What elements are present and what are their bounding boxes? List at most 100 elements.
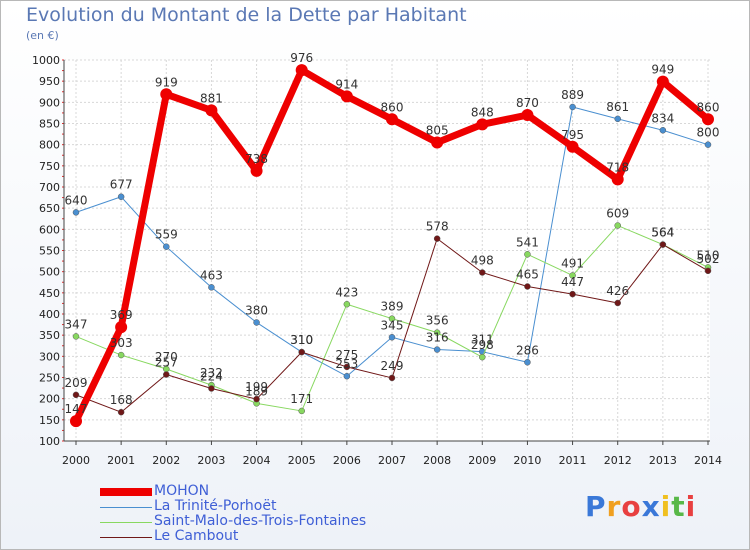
logo-letter: t [671, 490, 686, 523]
y-tick-label: 750 [39, 160, 60, 173]
data-label-la-trinit-porho-t: 640 [65, 193, 88, 207]
data-point-mohon [115, 321, 128, 334]
data-point-saint-malo-des-trois-fontaines [433, 329, 441, 336]
legend-item: Saint-Malo-des-Trois-Fontaines [100, 514, 440, 529]
data-label-la-trinit-porho-t: 286 [516, 343, 539, 357]
y-tick-label: 950 [39, 75, 60, 88]
legend-label: La Trinité-Porhoët [154, 498, 277, 514]
x-tick-label: 2014 [694, 454, 722, 467]
data-point-la-trinit-porho-t [704, 141, 712, 148]
x-tick-label: 2011 [559, 454, 587, 467]
data-label-mohon: 976 [290, 51, 313, 65]
data-label-la-trinit-porho-t: 889 [561, 88, 584, 102]
data-label-le-cambout: 578 [426, 220, 449, 234]
data-label-la-trinit-porho-t: 559 [155, 228, 178, 242]
data-point-saint-malo-des-trois-fontaines [72, 333, 80, 340]
y-tick-label: 200 [39, 393, 60, 406]
data-point-mohon [702, 113, 714, 126]
data-label-saint-malo-des-trois-fontaines: 510 [697, 248, 720, 262]
logo-letter: x [641, 490, 661, 523]
data-label-la-trinit-porho-t: 800 [697, 126, 720, 140]
data-point-mohon [521, 109, 534, 122]
data-point-mohon [431, 136, 444, 149]
data-label-saint-malo-des-trois-fontaines: 189 [245, 384, 268, 398]
y-tick-label: 150 [39, 414, 60, 427]
data-point-mohon [566, 140, 579, 153]
data-point-mohon [340, 90, 353, 103]
data-label-saint-malo-des-trois-fontaines: 298 [471, 338, 494, 352]
logo-letter: i [685, 490, 697, 523]
data-point-saint-malo-des-trois-fontaines [343, 301, 351, 308]
data-label-saint-malo-des-trois-fontaines: 356 [426, 314, 449, 328]
data-point-le-cambout [298, 348, 305, 356]
data-label-la-trinit-porho-t: 380 [245, 303, 268, 317]
data-point-saint-malo-des-trois-fontaines [298, 407, 305, 415]
logo-letter: o [621, 490, 642, 523]
data-point-le-cambout [163, 371, 170, 378]
legend-swatch [100, 507, 152, 508]
data-label-saint-malo-des-trois-fontaines: 171 [290, 392, 313, 406]
data-point-le-cambout [433, 235, 441, 242]
x-tick-label: 2010 [513, 454, 541, 467]
data-point-le-cambout [343, 363, 351, 371]
data-label-mohon: 147 [65, 402, 88, 416]
data-label-saint-malo-des-trois-fontaines: 232 [200, 366, 223, 380]
y-tick-label: 800 [39, 139, 60, 152]
data-label-la-trinit-porho-t: 861 [606, 100, 629, 114]
data-point-la-trinit-porho-t [163, 243, 170, 250]
data-label-mohon: 870 [516, 96, 539, 110]
data-label-saint-malo-des-trois-fontaines: 609 [606, 207, 629, 221]
data-label-saint-malo-des-trois-fontaines: 303 [110, 336, 133, 350]
data-label-le-cambout: 564 [651, 226, 674, 240]
legend: MOHON La Trinité-Porhoët Saint-Malo-des-Tr… [100, 484, 440, 544]
data-point-la-trinit-porho-t [433, 346, 441, 353]
data-point-saint-malo-des-trois-fontaines [614, 222, 621, 229]
legend-item: La Trinité-Porhoët [100, 499, 440, 514]
data-label-la-trinit-porho-t: 311 [471, 333, 494, 347]
data-point-mohon [160, 88, 173, 101]
data-label-saint-malo-des-trois-fontaines: 347 [65, 317, 88, 331]
data-label-le-cambout: 249 [381, 359, 404, 373]
x-tick-label: 2005 [288, 454, 316, 467]
data-label-saint-malo-des-trois-fontaines: 541 [516, 235, 539, 249]
data-point-la-trinit-porho-t [343, 372, 351, 380]
data-point-mohon [250, 164, 263, 177]
data-label-la-trinit-porho-t: 463 [200, 268, 223, 282]
data-label-saint-malo-des-trois-fontaines: 564 [651, 226, 674, 240]
y-tick-label: 550 [39, 245, 60, 258]
data-point-le-cambout [524, 283, 531, 290]
data-point-saint-malo-des-trois-fontaines [117, 351, 125, 359]
data-label-le-cambout: 465 [516, 267, 539, 281]
x-tick-label: 2009 [468, 454, 496, 467]
x-tick-label: 2008 [423, 454, 451, 467]
data-label-saint-malo-des-trois-fontaines: 389 [381, 300, 404, 314]
data-point-la-trinit-porho-t [388, 334, 396, 341]
data-label-le-cambout: 502 [697, 252, 720, 266]
data-label-mohon: 738 [245, 152, 268, 166]
legend-item: MOHON [100, 484, 440, 499]
x-tick-label: 2012 [604, 454, 632, 467]
data-label-le-cambout: 275 [335, 348, 358, 362]
data-point-le-cambout [569, 290, 576, 298]
legend-swatch [100, 537, 152, 538]
y-tick-label: 700 [39, 181, 60, 194]
data-label-la-trinit-porho-t: 345 [381, 318, 404, 332]
data-point-le-cambout [614, 299, 621, 307]
x-tick-label: 2013 [649, 454, 677, 467]
data-point-saint-malo-des-trois-fontaines [569, 272, 576, 279]
data-point-la-trinit-porho-t [569, 103, 576, 111]
legend-swatch [100, 522, 152, 523]
x-tick-label: 2002 [152, 454, 180, 467]
data-point-saint-malo-des-trois-fontaines [479, 353, 486, 361]
y-tick-label: 850 [39, 118, 60, 131]
data-label-saint-malo-des-trois-fontaines: 423 [335, 285, 358, 299]
chart-subtitle: (en €) [26, 29, 59, 42]
data-label-le-cambout: 310 [290, 333, 313, 347]
y-tick-label: 300 [39, 350, 60, 363]
data-point-la-trinit-porho-t [524, 359, 531, 366]
data-label-mohon: 881 [200, 91, 223, 105]
data-point-la-trinit-porho-t [614, 115, 621, 123]
data-label-la-trinit-porho-t: 316 [426, 331, 449, 345]
data-point-le-cambout [388, 374, 396, 382]
